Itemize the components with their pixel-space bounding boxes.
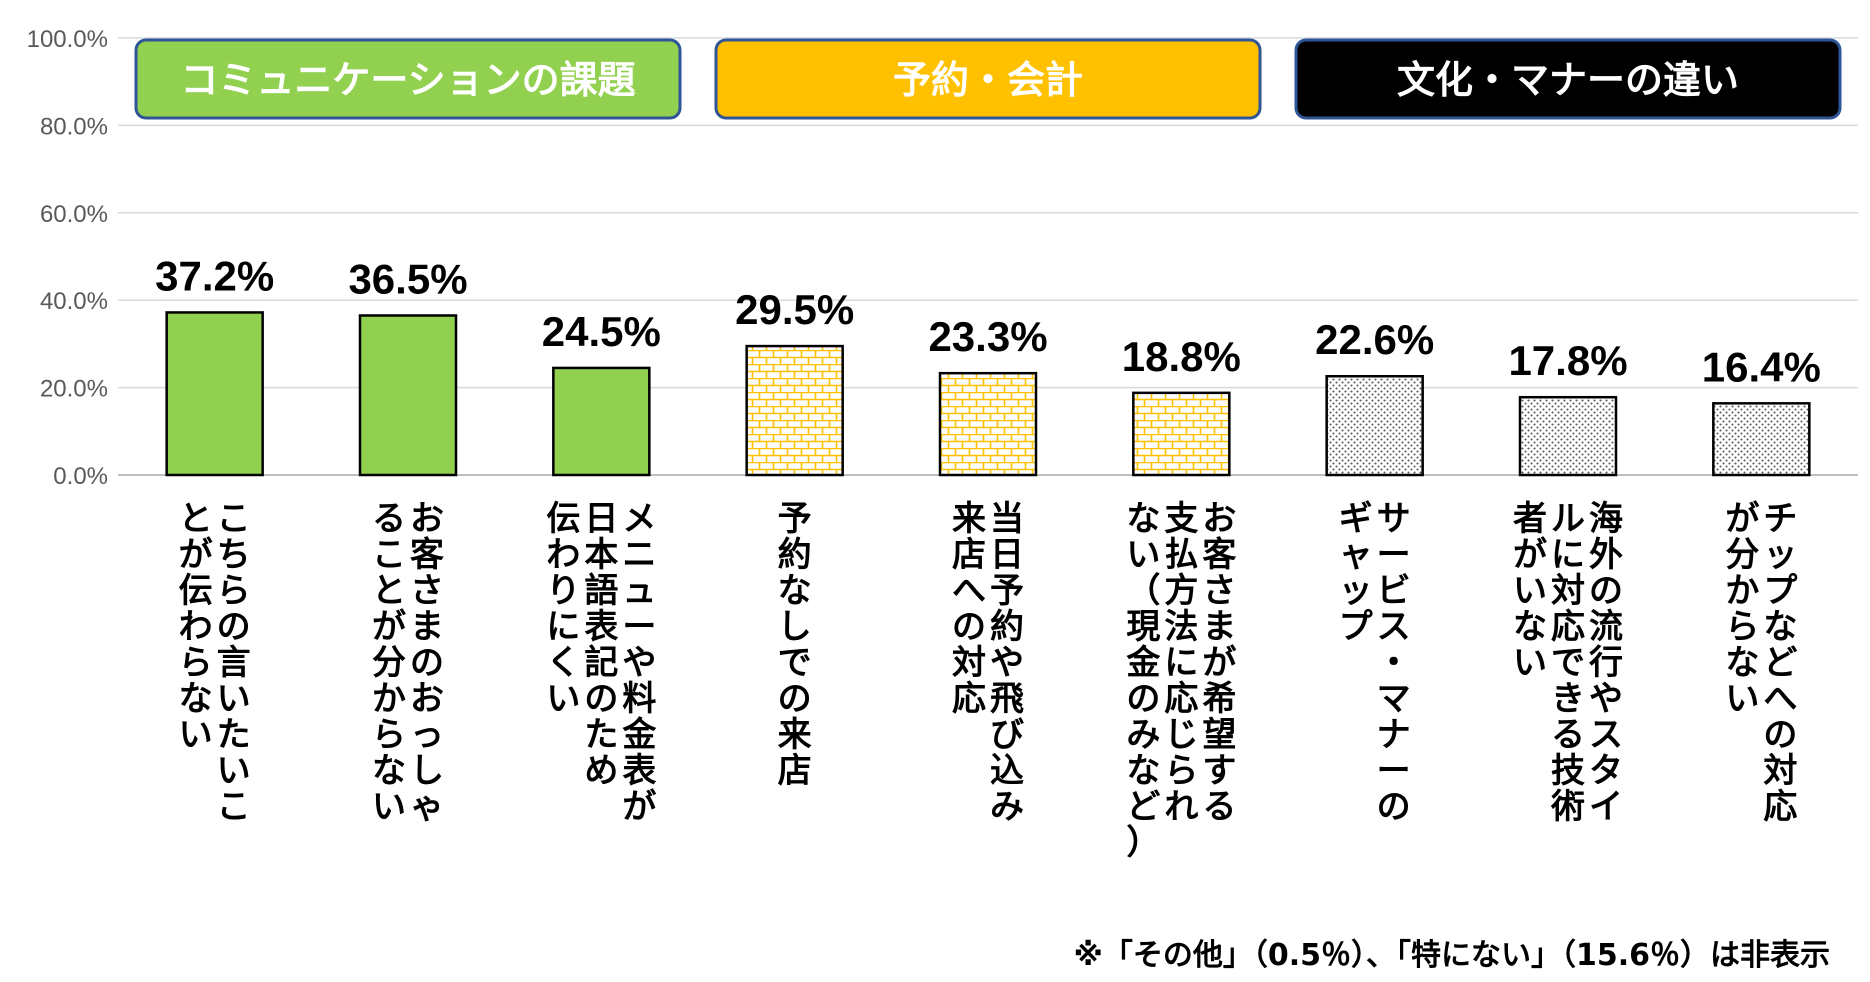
bar-value-label: 22.6% bbox=[1315, 316, 1434, 363]
group-banner-label: 文化・マナーの違い bbox=[1397, 58, 1739, 102]
bar bbox=[1325, 374, 1424, 477]
group-banner-label: 予約・会計 bbox=[893, 58, 1083, 102]
bar-value-label: 17.8% bbox=[1508, 337, 1627, 384]
bar bbox=[165, 311, 264, 477]
bar bbox=[358, 314, 458, 477]
y-tick-label: 40.0% bbox=[40, 288, 108, 315]
category-label: 者がいない bbox=[1513, 499, 1547, 683]
y-tick-label: 0.0% bbox=[53, 463, 108, 490]
category-label: ない（現金のみなど） bbox=[1125, 499, 1161, 863]
bar-value-label: 16.4% bbox=[1702, 343, 1821, 390]
category-label: ルに対応できる技術 bbox=[1550, 499, 1585, 827]
category-label: お客さまのおっしゃ bbox=[410, 499, 444, 827]
footnote: ※「その他」（0.5％）、「特にない」（15.6％）は非表示 bbox=[1073, 938, 1830, 973]
category-label: こちらの言いたいこ bbox=[217, 499, 251, 827]
bar-value-label: 24.5% bbox=[542, 308, 661, 355]
category-label: 海外の流行やスタイ bbox=[1589, 499, 1623, 827]
group-banner bbox=[1294, 38, 1842, 120]
bar-value-label: 37.2% bbox=[155, 252, 274, 299]
category-label: とが伝わらない bbox=[179, 499, 213, 755]
y-tick-label: 80.0% bbox=[40, 113, 108, 140]
y-tick-label: 20.0% bbox=[40, 376, 108, 403]
category-label: 予約なしでの来店 bbox=[778, 499, 812, 791]
bar bbox=[1518, 395, 1618, 477]
category-label: ギャップ bbox=[1339, 499, 1373, 647]
bar bbox=[938, 371, 1038, 477]
category-label: チップなどへの対応 bbox=[1763, 499, 1797, 827]
category-label: 伝わりにくい bbox=[546, 499, 580, 719]
category-label: サービス・マナーの bbox=[1377, 499, 1411, 827]
bar bbox=[1132, 391, 1231, 477]
bar-value-label: 18.8% bbox=[1122, 333, 1241, 380]
category-label: 当日予約や飛び込み bbox=[990, 499, 1024, 827]
bar bbox=[745, 344, 844, 477]
bar-value-label: 29.5% bbox=[735, 286, 854, 333]
category-label: お客さまが希望する bbox=[1202, 499, 1236, 827]
category-label: 日本語表記のため bbox=[584, 499, 618, 791]
bar-value-label: 23.3% bbox=[928, 313, 1047, 360]
bar-value-label: 36.5% bbox=[348, 255, 467, 302]
category-label: 支払方法に応じられ bbox=[1164, 499, 1198, 827]
bar bbox=[1712, 402, 1811, 477]
bar bbox=[552, 366, 651, 477]
group-banner bbox=[714, 38, 1262, 120]
category-label: が分からない bbox=[1725, 499, 1759, 719]
category-label: 来店への対応 bbox=[952, 499, 986, 719]
group-banner bbox=[134, 38, 682, 120]
group-banner-label: コミュニケーションの課題 bbox=[180, 58, 635, 102]
category-label: メニューや料金表が bbox=[621, 499, 657, 827]
category-label: ることが分からない bbox=[372, 499, 406, 827]
y-tick-label: 60.0% bbox=[40, 201, 108, 228]
y-tick-label: 100.0% bbox=[27, 26, 108, 53]
